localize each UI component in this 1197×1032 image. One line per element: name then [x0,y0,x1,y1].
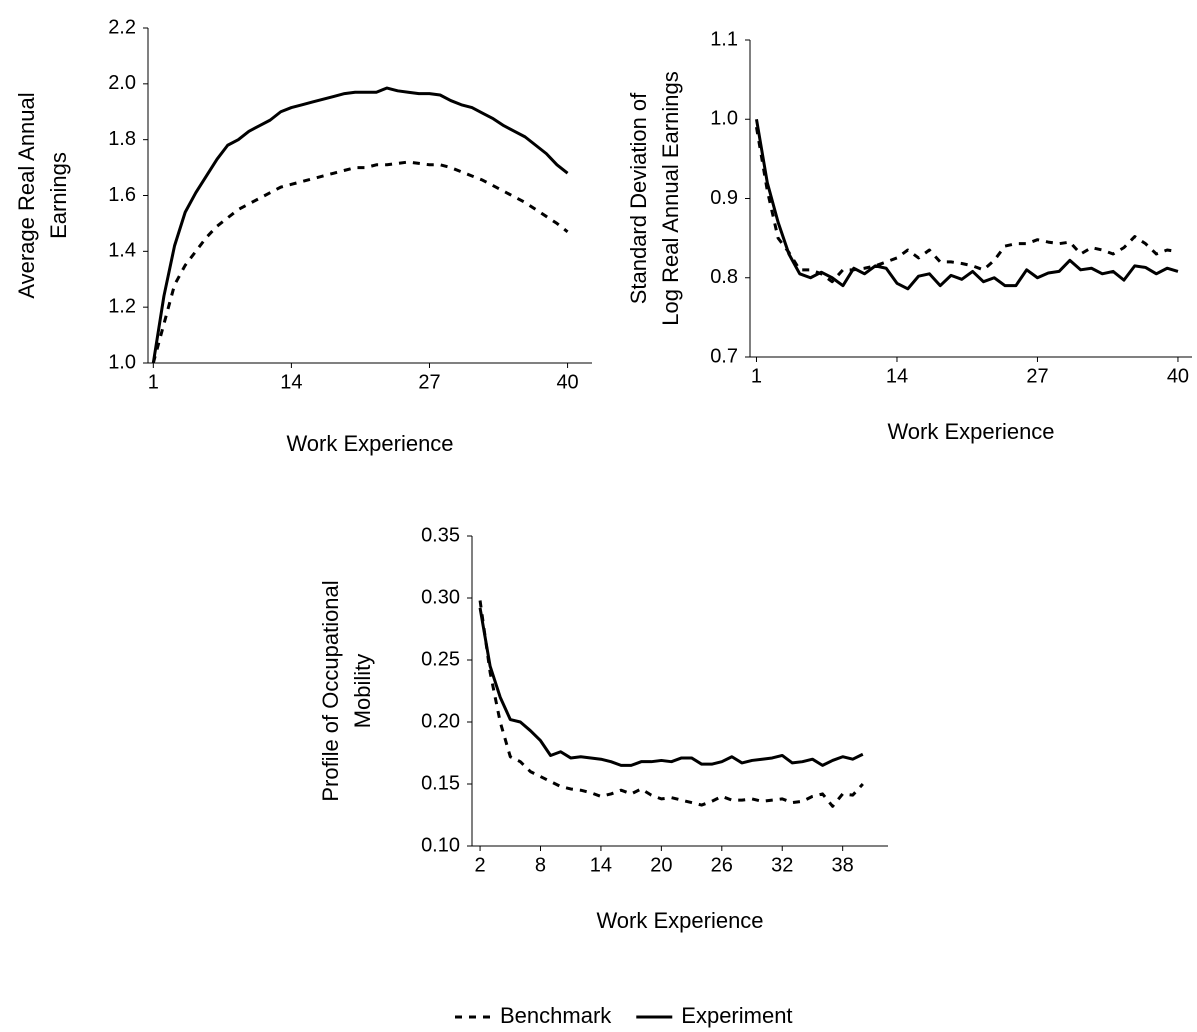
legend-label: Benchmark [500,1003,612,1028]
subplot: 0.10 0.15 0.20 0.25 0.30 0.35 2 8 14 20 26 32 38 Work… [318,524,888,933]
x-tick-label: 40 [1167,365,1189,387]
y-tick-label: 0.9 [710,187,738,209]
subplot: 1.0 1.2 1.4 1.6 1.8 2.0 2.2 1 14 27 40 Work Experie… [14,16,592,456]
series-line [151,86,569,364]
x-tick-label: 26 [711,854,733,876]
series-line [755,126,1179,284]
x-tick-label: 8 [535,854,546,876]
y-tick-label: 1.2 [108,295,136,317]
x-tick-label: 20 [650,854,672,876]
x-tick-label: 14 [590,854,612,876]
x-tick-label: 27 [418,371,440,393]
x-tick-label: 32 [771,854,793,876]
legend-label: Experiment [681,1003,792,1028]
y-tick-label: 2.0 [108,72,136,94]
y-tick-label: 1.4 [108,240,136,262]
y-tick-label: 1.6 [108,184,136,206]
y-tick-label: 0.7 [710,345,738,367]
y-axis-title: Profile of Occupational [318,580,343,801]
y-axis-title: Average Real Annual [14,92,39,298]
y-axis-title: Log Real Annual Earnings [658,71,683,325]
y-tick-label: 0.25 [421,648,460,670]
y-tick-label: 0.20 [421,710,460,732]
x-tick-label: 27 [1026,365,1048,387]
y-tick-label: 0.30 [421,586,460,608]
y-axis-title: Earnings [46,152,71,239]
y-tick-label: 0.35 [421,524,460,546]
y-tick-label: 0.8 [710,266,738,288]
y-tick-label: 1.1 [710,28,738,50]
x-tick-label: 14 [280,371,302,393]
x-axis-title: Work Experience [286,431,453,456]
x-tick-label: 14 [886,365,908,387]
x-axis-title: Work Experience [887,419,1054,444]
legend: Benchmark Experiment [455,1003,793,1028]
series-line [478,600,864,808]
x-tick-label: 40 [556,371,578,393]
y-tick-label: 1.8 [108,128,136,150]
y-tick-label: 0.15 [421,772,460,794]
y-tick-label: 1.0 [108,351,136,373]
series-line [151,160,569,364]
subplot: 0.7 0.8 0.9 1.0 1.1 1 14 27 40 Work Experience Sta… [626,28,1192,444]
x-axis-title: Work Experience [596,908,763,933]
x-tick-label: 1 [751,365,762,387]
y-tick-label: 0.10 [421,834,460,856]
y-tick-label: 1.0 [710,108,738,130]
x-tick-label: 1 [148,371,159,393]
y-axis-title: Mobility [350,654,375,729]
series-line [478,607,864,767]
y-tick-label: 2.2 [108,16,136,38]
x-tick-label: 38 [832,854,854,876]
x-tick-label: 2 [474,854,485,876]
series-line [755,118,1179,291]
y-axis-title: Standard Deviation of [626,92,651,304]
